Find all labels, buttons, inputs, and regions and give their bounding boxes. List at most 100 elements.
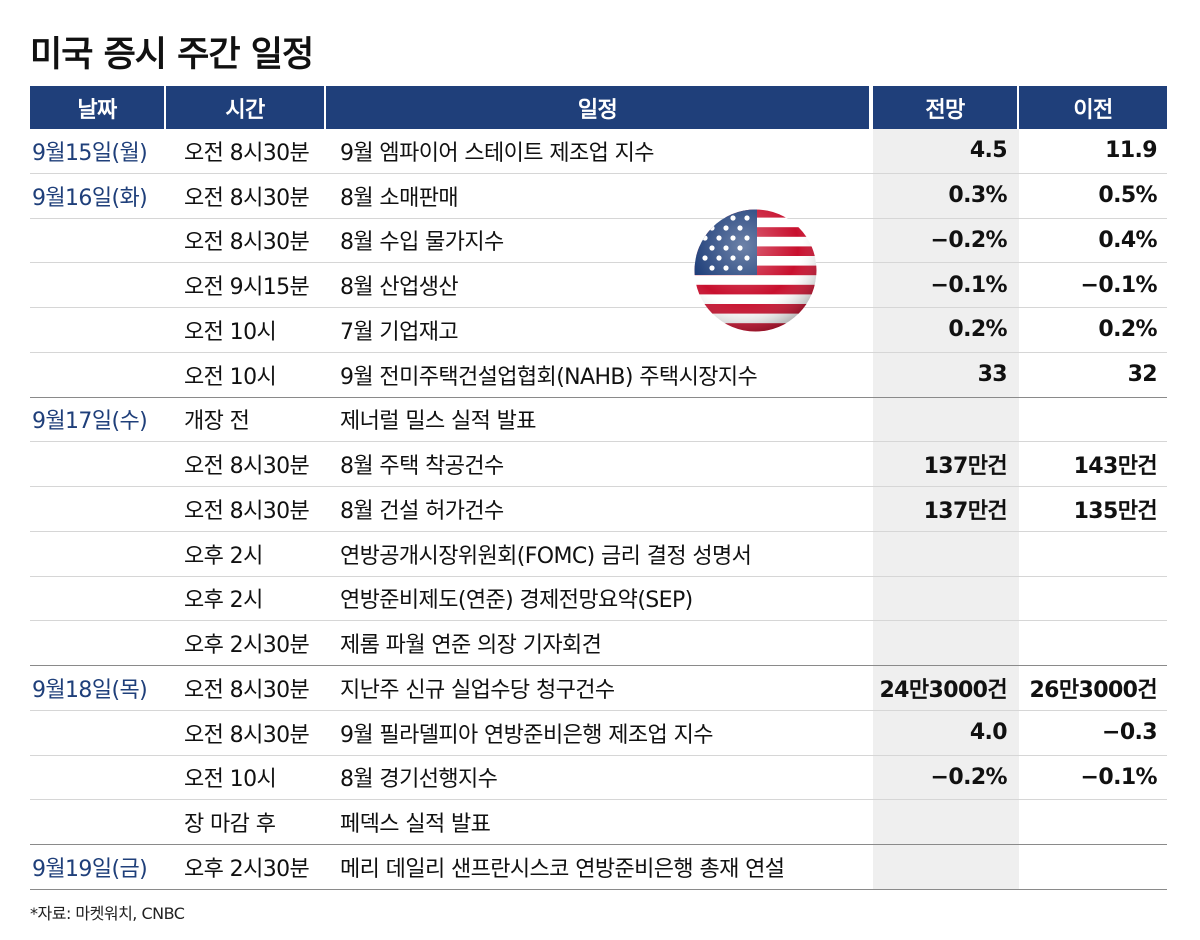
row-time: 오전 9시15분	[184, 275, 310, 301]
row-forecast	[871, 531, 1019, 576]
row-time: 오전 8시30분	[184, 185, 310, 211]
row-previous	[1019, 397, 1167, 442]
header-forecast: 전망	[871, 86, 1019, 129]
row-forecast: 4.5	[871, 129, 1019, 173]
row-event: 연방준비제도(연준) 경제전망요약(SEP)	[340, 588, 693, 614]
row-forecast	[871, 845, 1019, 889]
row-previous: 26만3000건	[1019, 666, 1167, 710]
row-date: 9월18일(목)	[32, 677, 148, 703]
table-header: 날짜 시간 일정 전망 이전	[30, 86, 1167, 129]
source-note: *자료: 마켓워치, CNBC	[30, 904, 185, 923]
row-time: 오전 10시	[184, 767, 277, 793]
row-time: 오전 8시30분	[184, 454, 310, 480]
row-forecast: −0.2%	[871, 755, 1019, 800]
row-date: 9월19일(금)	[32, 856, 148, 882]
row-forecast: 4.0	[871, 710, 1019, 755]
row-event: 8월 건설 허가건수	[340, 498, 504, 524]
row-previous: 143만건	[1019, 442, 1167, 486]
row-date	[30, 308, 166, 352]
table-row: 오후 2시30분 제롬 파월 연준 의장 기자회견	[30, 621, 1167, 666]
row-event: 메리 데일리 샌프란시스코 연방준비은행 총재 연설	[340, 856, 785, 882]
row-date: 9월15일(월)	[32, 140, 148, 166]
row-event: 8월 주택 착공건수	[340, 454, 504, 480]
row-previous: −0.1%	[1019, 755, 1167, 800]
row-previous: −0.3	[1019, 710, 1167, 755]
row-forecast	[871, 621, 1019, 665]
row-time: 오전 10시	[184, 319, 277, 345]
row-previous: 0.2%	[1019, 308, 1167, 352]
row-event: 9월 필라델피아 연방준비은행 제조업 지수	[340, 722, 713, 748]
table-row: 오후 2시 연방공개시장위원회(FOMC) 금리 결정 성명서	[30, 531, 1167, 577]
row-event: 8월 수입 물가지수	[340, 230, 504, 256]
row-forecast	[871, 800, 1019, 844]
row-time: 오전 8시30분	[184, 722, 310, 748]
row-previous	[1019, 531, 1167, 576]
table-row: 오전 10시 9월 전미주택건설업협회(NAHB) 주택시장지수 33 32	[30, 352, 1167, 398]
row-event: 연방공개시장위원회(FOMC) 금리 결정 성명서	[340, 543, 752, 569]
row-date	[30, 577, 166, 621]
row-event: 9월 엠파이어 스테이트 제조업 지수	[340, 140, 655, 166]
table-row: 오전 10시 7월 기업재고 0.2% 0.2%	[30, 308, 1167, 353]
row-event: 8월 소매판매	[340, 185, 459, 211]
row-previous: 32	[1019, 352, 1167, 397]
table-row: 9월15일(월) 오전 8시30분 9월 엠파이어 스테이트 제조업 지수 4.…	[30, 129, 1167, 174]
row-event: 제너럴 밀스 실적 발표	[340, 409, 537, 435]
table-row: 오전 8시30분 8월 주택 착공건수 137만건 143만건	[30, 442, 1167, 487]
table-row: 9월17일(수) 개장 전 제너럴 밀스 실적 발표	[30, 397, 1167, 443]
row-time: 개장 전	[184, 409, 250, 435]
row-time: 오후 2시	[184, 588, 263, 614]
row-date	[30, 800, 166, 844]
row-event: 지난주 신규 실업수당 청구건수	[340, 677, 615, 703]
row-event: 8월 산업생산	[340, 275, 459, 301]
table-row: 9월19일(금) 오후 2시30분 메리 데일리 샌프란시스코 연방준비은행 총…	[30, 845, 1167, 890]
row-date	[30, 711, 166, 755]
row-previous: 0.4%	[1019, 218, 1167, 263]
row-date	[30, 263, 166, 307]
row-event: 제롬 파월 연준 의장 기자회견	[340, 633, 602, 659]
row-forecast	[871, 397, 1019, 442]
table-row: 오전 8시30분 9월 필라델피아 연방준비은행 제조업 지수 4.0 −0.3	[30, 710, 1167, 756]
row-previous	[1019, 576, 1167, 621]
row-event: 페덱스 실적 발표	[340, 812, 491, 838]
page-title: 미국 증시 주간 일정	[30, 35, 314, 75]
row-forecast: 0.3%	[871, 173, 1019, 218]
table-row: 9월16일(화) 오전 8시30분 8월 소매판매 0.3% 0.5%	[30, 173, 1167, 219]
table-row: 오전 9시15분 8월 산업생산 −0.1% −0.1%	[30, 263, 1167, 308]
row-time: 오후 2시30분	[184, 856, 310, 882]
us-flag-icon	[694, 209, 817, 332]
row-forecast: −0.1%	[871, 263, 1019, 307]
row-forecast: 24만3000건	[871, 666, 1019, 710]
row-date	[30, 353, 166, 397]
row-previous	[1019, 800, 1167, 844]
header-previous: 이전	[1019, 86, 1167, 129]
row-event: 8월 경기선행지수	[340, 767, 498, 793]
header-time: 시간	[166, 86, 326, 129]
row-date	[30, 756, 166, 800]
header-date: 날짜	[30, 86, 166, 129]
table-row: 오전 10시 8월 경기선행지수 −0.2% −0.1%	[30, 755, 1167, 801]
row-previous	[1019, 845, 1167, 889]
row-time: 장 마감 후	[184, 812, 276, 838]
schedule-table: 날짜 시간 일정 전망 이전 9월15일(월) 오전 8시30분 9월 엠파이어…	[30, 86, 1167, 890]
header-event: 일정	[326, 86, 871, 129]
row-event: 7월 기업재고	[340, 319, 459, 345]
row-time: 오전 8시30분	[184, 230, 310, 256]
row-previous: −0.1%	[1019, 263, 1167, 307]
row-date	[30, 442, 166, 486]
row-time: 오전 8시30분	[184, 677, 310, 703]
row-previous: 0.5%	[1019, 173, 1167, 218]
row-time: 오전 10시	[184, 364, 277, 390]
table-row: 오전 8시30분 8월 건설 허가건수 137만건 135만건	[30, 487, 1167, 532]
row-time: 오전 8시30분	[184, 498, 310, 524]
table-row: 오전 8시30분 8월 수입 물가지수 −0.2% 0.4%	[30, 218, 1167, 264]
row-forecast: −0.2%	[871, 218, 1019, 263]
row-date: 9월17일(수)	[32, 409, 148, 435]
row-forecast: 0.2%	[871, 308, 1019, 352]
row-time: 오후 2시	[184, 543, 263, 569]
row-forecast	[871, 576, 1019, 621]
row-forecast: 33	[871, 352, 1019, 397]
row-time: 오전 8시30분	[184, 140, 310, 166]
table-row: 장 마감 후 페덱스 실적 발표	[30, 800, 1167, 845]
table-row: 9월18일(목) 오전 8시30분 지난주 신규 실업수당 청구건수 24만30…	[30, 666, 1167, 711]
row-forecast: 137만건	[871, 487, 1019, 531]
